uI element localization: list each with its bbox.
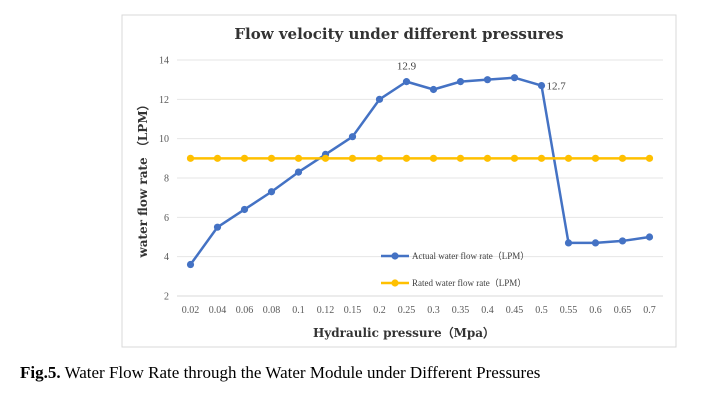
grid [177,59,663,297]
x-tick-label: 0.2 [373,305,386,316]
x-tick-label: 0.55 [560,305,578,316]
x-tick-label: 0.45 [506,305,524,316]
x-tick-label: 0.02 [182,305,200,316]
data-point [456,154,465,162]
x-tick-label: 0.3 [427,305,440,316]
chart-frame [121,14,677,348]
data-point [429,154,438,162]
data-point [645,233,654,241]
data-labels: 12.9 12.7 [397,61,566,93]
x-tick-label: 0.04 [209,305,227,316]
chart-title: Flow velocity under different pressures [234,25,563,43]
y-tick-label: 2 [164,292,169,303]
data-point [537,81,546,90]
data-point [267,154,276,162]
y-tick-label: 6 [164,213,169,224]
data-point [294,154,303,162]
data-point [240,154,249,162]
data-point [429,85,438,94]
x-tick-label: 0.1 [292,305,305,316]
x-tick-label: 0.08 [263,305,281,316]
data-label: 12.9 [397,61,417,73]
data-point [267,188,276,196]
data-point [645,154,654,162]
legend-swatch-marker [391,279,399,287]
legend-label: Actual water flow rate（LPM） [412,251,529,261]
y-axis-label: water flow rate （LPM） [135,98,150,258]
y-tick-label: 12 [159,95,169,106]
data-label: 12.7 [547,81,567,93]
series-layer [186,74,654,269]
series-2 [186,154,654,162]
x-axis-ticks: 0.02 0.04 0.06 0.08 0.1 0.12 0.15 0.2 0.25 0.3 0.3… [182,305,656,316]
x-tick-label: 0.25 [398,305,416,316]
x-axis-label: Hydraulic pressure（Mpa） [313,325,495,340]
data-point [402,154,411,162]
x-tick-label: 0.6 [589,305,602,316]
data-point [213,223,222,231]
data-point [564,154,573,162]
data-point [186,154,195,162]
data-point [321,154,330,162]
x-tick-label: 0.35 [452,305,470,316]
x-tick-label: 0.15 [344,305,362,316]
legend-entry: Actual water flow rate（LPM） [381,251,529,261]
data-point [456,78,465,86]
x-tick-label: 0.4 [481,305,494,316]
data-point [402,78,411,86]
data-point [537,154,546,162]
caption-text: Water Flow Rate through the Water Module… [64,363,541,382]
data-point [483,76,492,84]
x-tick-label: 0.7 [643,305,656,316]
y-tick-label: 10 [159,134,169,145]
data-point [240,205,249,214]
data-point [618,154,627,162]
data-point [186,260,195,269]
figure-caption: Fig.5. Water Flow Rate through the Water… [20,363,540,383]
caption-label: Fig.5. [20,363,61,382]
data-point [510,154,519,162]
y-axis-ticks: 2 4 6 8 10 12 14 [159,56,169,303]
x-tick-label: 0.12 [317,305,335,316]
data-point [348,154,357,162]
data-point [564,239,573,247]
data-point [294,168,303,176]
data-point [213,154,222,162]
legend-label: Rated water flow rate（LPM） [412,278,526,288]
x-tick-label: 0.06 [236,305,254,316]
legend-entry: Rated water flow rate（LPM） [381,278,526,288]
data-point [510,74,519,82]
series-line [189,76,650,266]
data-point [618,237,627,245]
x-tick-label: 0.65 [614,305,632,316]
legend: Actual water flow rate（LPM） Rated water f… [381,251,529,288]
y-tick-label: 4 [164,252,169,263]
y-tick-label: 14 [159,56,169,67]
series-1 [186,74,654,269]
data-point [375,95,384,103]
data-point [348,133,357,141]
data-point [591,239,600,247]
x-tick-label: 0.5 [535,305,548,316]
legend-swatch-marker [391,252,399,260]
data-point [591,154,600,162]
data-point [483,154,492,162]
y-tick-label: 8 [164,174,169,185]
data-point [375,154,384,162]
